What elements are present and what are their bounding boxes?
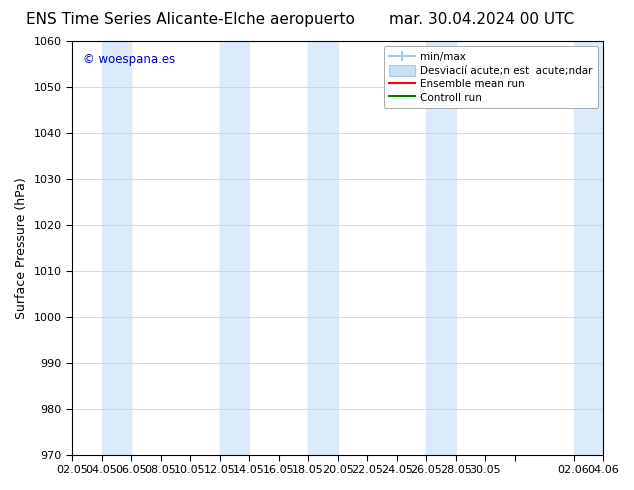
Bar — [219, 41, 249, 455]
Legend: min/max, Desviacií acute;n est  acute;ndar, Ensemble mean run, Controll run: min/max, Desviacií acute;n est acute;nda… — [384, 46, 598, 108]
Text: mar. 30.04.2024 00 UTC: mar. 30.04.2024 00 UTC — [389, 12, 574, 27]
Bar — [574, 41, 603, 455]
Bar — [101, 41, 131, 455]
Bar — [426, 41, 456, 455]
Text: ENS Time Series Alicante-Elche aeropuerto: ENS Time Series Alicante-Elche aeropuert… — [26, 12, 354, 27]
Text: © woespana.es: © woespana.es — [82, 53, 175, 67]
Y-axis label: Surface Pressure (hPa): Surface Pressure (hPa) — [15, 177, 28, 318]
Bar — [308, 41, 338, 455]
